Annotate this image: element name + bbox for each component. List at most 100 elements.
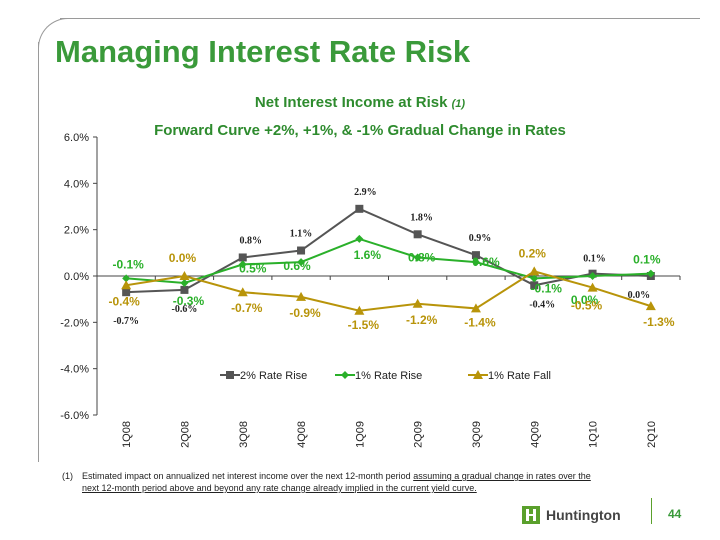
data-label: 2.9% bbox=[354, 187, 377, 198]
y-tick-label: 6.0% bbox=[64, 132, 89, 144]
data-label: 0.9% bbox=[469, 233, 492, 244]
chart-title-footnote-ref: (1) bbox=[451, 98, 466, 110]
page-number: 44 bbox=[668, 507, 682, 521]
legend-label: 1% Rate Rise bbox=[355, 370, 422, 382]
data-label: 1.6% bbox=[354, 248, 382, 262]
data-label: 0.2% bbox=[519, 246, 547, 260]
data-label: -0.7% bbox=[113, 316, 139, 327]
data-point bbox=[121, 280, 132, 290]
series-line-2 bbox=[126, 237, 651, 284]
y-tick-label: -4.0% bbox=[60, 364, 89, 376]
data-label: 0.1% bbox=[633, 253, 661, 267]
data-point bbox=[471, 258, 480, 267]
frame-top-rule bbox=[60, 18, 700, 19]
legend-marker bbox=[341, 371, 349, 379]
data-point bbox=[530, 274, 539, 283]
frame-left-rule bbox=[38, 42, 39, 462]
legend-label: 1% Rate Fall bbox=[488, 370, 551, 382]
y-tick-label: 0.0% bbox=[64, 271, 89, 283]
huntington-logo-text: Huntington bbox=[546, 507, 621, 523]
chart-title-text: Net Interest Income at Risk bbox=[254, 94, 448, 111]
data-label: -0.4% bbox=[529, 299, 555, 310]
data-label: 0.6% bbox=[283, 259, 311, 273]
data-label: -0.5% bbox=[571, 299, 603, 313]
data-point bbox=[413, 230, 422, 239]
data-label: 0.6% bbox=[472, 255, 500, 269]
x-tick-label: 2Q10 bbox=[646, 421, 658, 448]
legend-label: 2% Rate Rise bbox=[240, 370, 307, 382]
data-label: 0.0% bbox=[571, 293, 599, 307]
data-point bbox=[354, 305, 365, 315]
data-point bbox=[645, 301, 656, 311]
data-point bbox=[180, 278, 189, 287]
data-point bbox=[529, 266, 540, 276]
x-tick-label: 2Q08 bbox=[179, 421, 191, 448]
chart-title: Net Interest Income at Risk (1) bbox=[0, 94, 720, 111]
data-point bbox=[238, 260, 247, 269]
data-label: -1.4% bbox=[464, 315, 496, 329]
data-label: 0.1% bbox=[583, 254, 606, 265]
data-point bbox=[122, 274, 131, 283]
data-point bbox=[296, 291, 307, 301]
footnote-number: (1) bbox=[62, 471, 73, 481]
data-point bbox=[413, 253, 422, 262]
y-tick-label: 4.0% bbox=[64, 178, 89, 190]
x-tick-label: 4Q08 bbox=[296, 421, 308, 448]
data-label: -0.1% bbox=[531, 281, 563, 295]
chart-subtitle: Forward Curve +2%, +1%, & -1% Gradual Ch… bbox=[154, 122, 566, 139]
footer-divider bbox=[651, 498, 652, 524]
huntington-logo: Huntington bbox=[522, 506, 621, 524]
data-label: -1.2% bbox=[406, 313, 438, 327]
series-line-3 bbox=[125, 270, 652, 312]
data-label: -0.1% bbox=[112, 257, 144, 271]
data-label: 1.1% bbox=[290, 229, 313, 240]
data-label: -0.7% bbox=[231, 301, 263, 315]
y-tick-label: 2.0% bbox=[64, 225, 89, 237]
data-point bbox=[530, 281, 539, 290]
data-label: 0.5% bbox=[239, 261, 267, 275]
legend-marker bbox=[473, 370, 483, 379]
line-chart: 6.0% 4.0% 2.0% 0.0% -2.0% -4.0% -6.0% 1Q08 2Q08 3… bbox=[60, 132, 681, 448]
legend-marker bbox=[226, 371, 234, 379]
y-tick-label: -6.0% bbox=[60, 410, 89, 422]
footnote-text-underlined: assuming a gradual change in rates over … bbox=[413, 471, 591, 481]
page-title: Managing Interest Rate Risk bbox=[55, 34, 471, 69]
data-label: 0.8% bbox=[408, 250, 436, 264]
frame-corner bbox=[38, 18, 79, 59]
data-point bbox=[179, 271, 190, 280]
data-label: -0.6% bbox=[172, 304, 198, 315]
data-label: -1.3% bbox=[643, 315, 675, 329]
data-point bbox=[122, 288, 131, 297]
y-tick-label: -2.0% bbox=[60, 317, 89, 329]
data-point bbox=[238, 253, 247, 262]
x-tick-label: 3Q09 bbox=[471, 421, 483, 448]
footnote: (1) Estimated impact on annualized net i… bbox=[62, 470, 662, 494]
data-point bbox=[297, 246, 306, 255]
footnote-text: Estimated impact on annualized net inter… bbox=[82, 470, 662, 494]
x-tick-label: 1Q09 bbox=[354, 421, 366, 448]
huntington-logo-icon bbox=[522, 506, 540, 524]
footnote-text-b: next 12-month period above and beyond an… bbox=[82, 483, 477, 493]
data-point bbox=[470, 303, 481, 313]
x-tick-label: 3Q08 bbox=[238, 421, 250, 448]
footnote-text-a: Estimated impact on annualized net inter… bbox=[82, 471, 414, 481]
data-point bbox=[588, 272, 597, 280]
data-label: -0.4% bbox=[108, 294, 140, 308]
x-tick-label: 2Q09 bbox=[413, 421, 425, 448]
x-tick-label: 4Q09 bbox=[529, 421, 541, 448]
data-point bbox=[587, 282, 598, 292]
data-point bbox=[355, 234, 364, 243]
data-point bbox=[412, 298, 423, 308]
data-point bbox=[237, 287, 248, 297]
data-point bbox=[646, 269, 655, 278]
data-point bbox=[355, 204, 364, 213]
data-label: 1.8% bbox=[410, 212, 433, 223]
data-label: 0.8% bbox=[240, 235, 263, 246]
data-label: -0.9% bbox=[289, 306, 321, 320]
x-tick-label: 1Q10 bbox=[588, 421, 600, 448]
data-label: 0.0% bbox=[169, 251, 197, 265]
data-label: -0.3% bbox=[173, 294, 205, 308]
data-point bbox=[297, 258, 306, 267]
data-label: -1.5% bbox=[348, 318, 380, 332]
data-label: 0.0% bbox=[628, 290, 651, 301]
